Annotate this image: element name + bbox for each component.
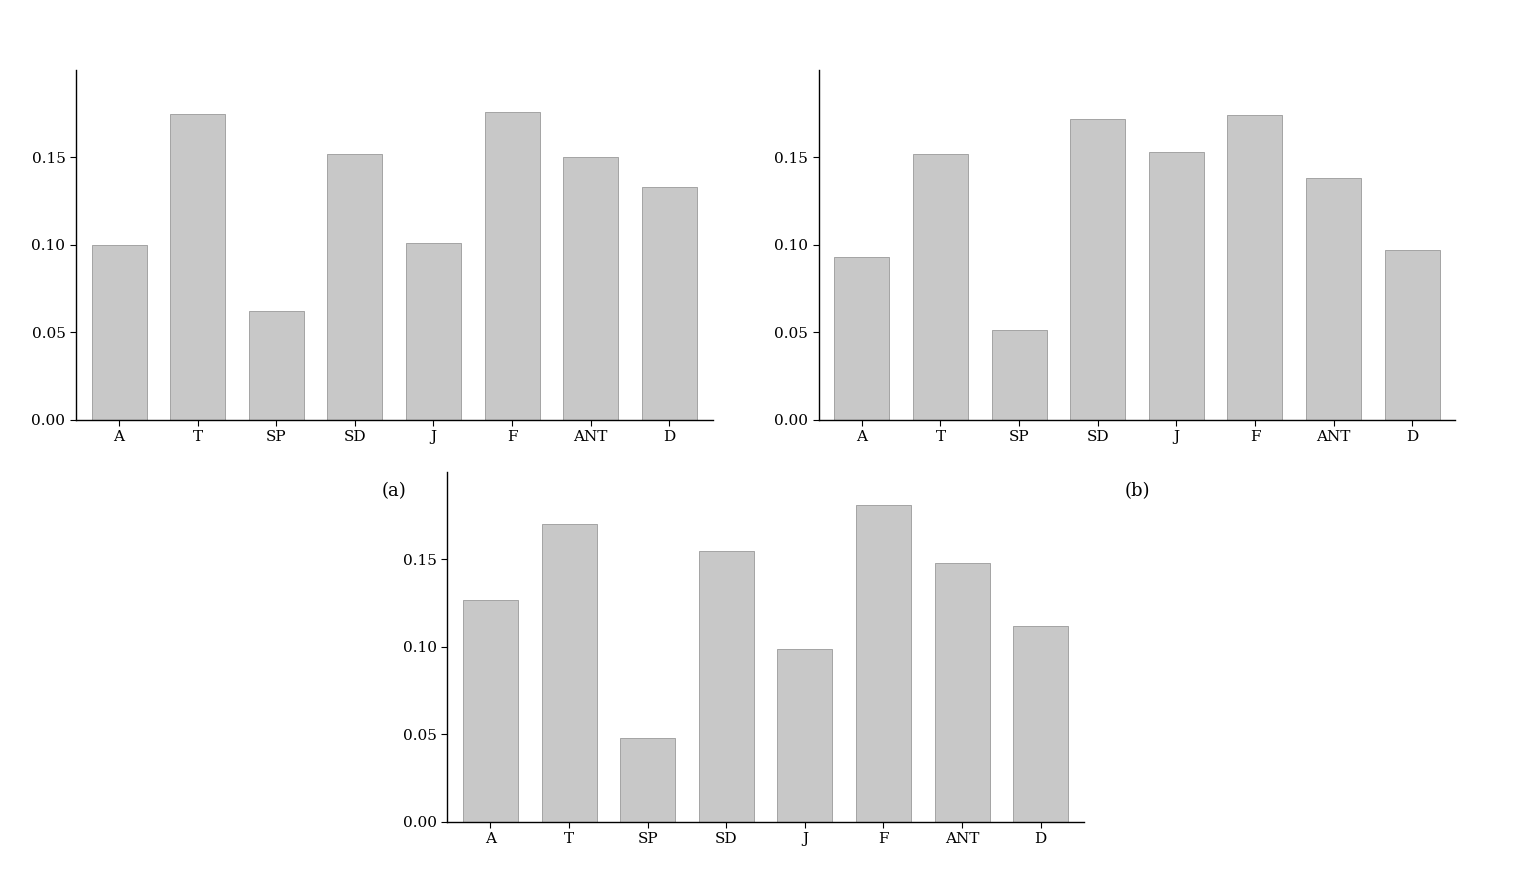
Bar bbox=[834, 257, 890, 420]
Text: (a): (a) bbox=[382, 482, 406, 501]
Bar bbox=[1384, 250, 1440, 420]
Bar bbox=[327, 154, 382, 420]
Bar bbox=[249, 311, 303, 420]
Bar bbox=[562, 157, 619, 420]
Bar bbox=[1228, 115, 1283, 420]
Bar bbox=[462, 600, 518, 822]
Bar bbox=[857, 505, 911, 822]
Bar bbox=[699, 551, 753, 822]
Bar bbox=[913, 154, 969, 420]
Bar bbox=[1305, 178, 1361, 420]
Bar bbox=[620, 738, 675, 822]
Bar bbox=[485, 112, 540, 420]
Bar bbox=[934, 563, 990, 822]
Bar bbox=[641, 187, 697, 420]
Text: (b): (b) bbox=[1125, 482, 1149, 501]
Bar bbox=[170, 114, 226, 420]
Bar bbox=[778, 649, 832, 822]
Bar bbox=[406, 243, 461, 420]
Bar bbox=[91, 245, 147, 420]
Bar bbox=[1013, 626, 1069, 822]
Bar bbox=[1149, 152, 1204, 420]
Bar bbox=[991, 330, 1046, 420]
Bar bbox=[1070, 119, 1125, 420]
Bar bbox=[541, 524, 597, 822]
